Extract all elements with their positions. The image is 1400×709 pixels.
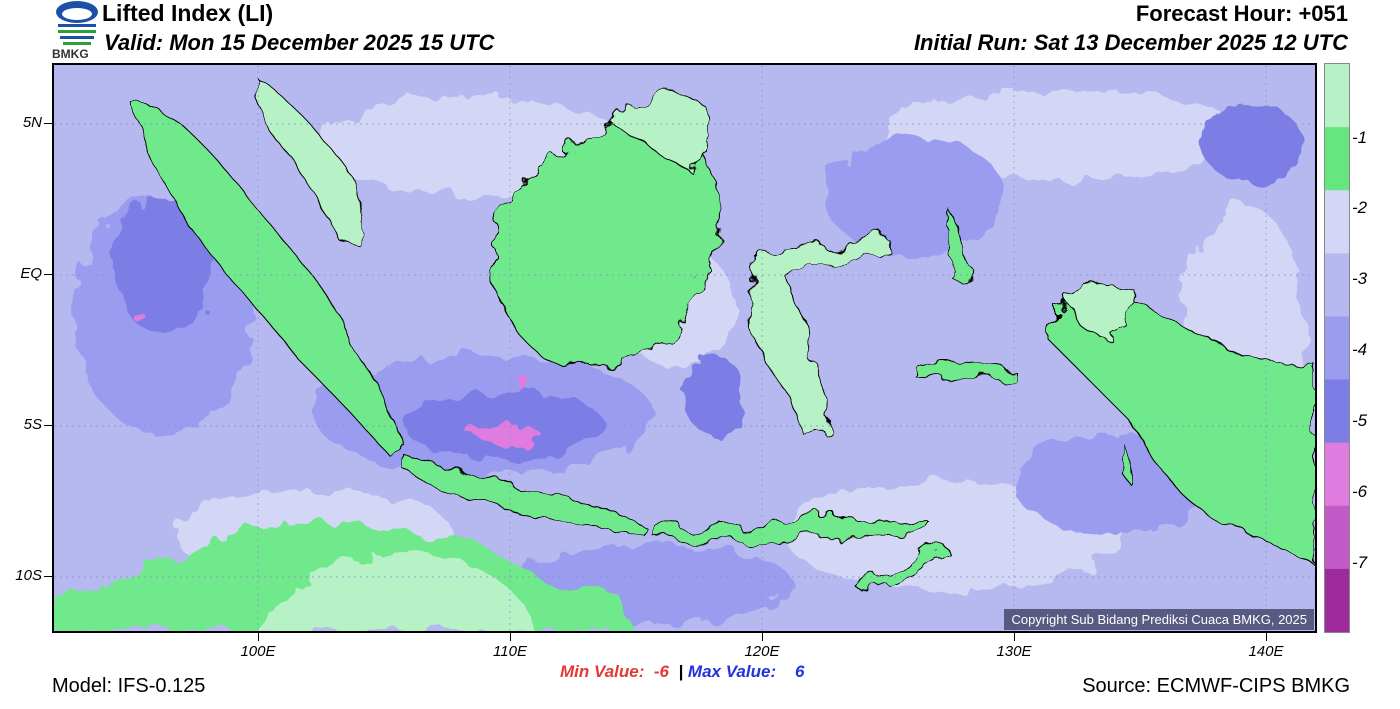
lat-label-eq: EQ: [20, 265, 42, 282]
dark-region: [114, 195, 214, 335]
logo-text: BMKG: [52, 47, 89, 61]
new-guinea-bird-head: [1063, 282, 1136, 341]
sumatra: [133, 104, 405, 451]
legend-label: -3: [1352, 269, 1368, 288]
max-label: Max Value:: [687, 662, 777, 681]
dark-region: [1204, 105, 1304, 185]
source-info: Source: ECMWF-CIPS BMKG: [1082, 675, 1350, 697]
lon-tick: [258, 633, 259, 641]
lat-label-5s: 5S: [23, 416, 42, 433]
lon-label-120e: 120E: [744, 643, 780, 660]
legend-segment: [1325, 505, 1349, 570]
legend-bar: [1325, 64, 1349, 633]
borneo-north: [613, 94, 709, 176]
legend-label: -7: [1352, 553, 1368, 572]
borneo: [493, 116, 719, 368]
lat-tick: [44, 123, 52, 124]
forecast-hour: Forecast Hour: +051: [1135, 1, 1348, 26]
legend-segment: [1325, 316, 1349, 381]
initial-run: Initial Run: Sat 13 December 2025 12 UTC: [913, 30, 1348, 55]
minmax-separator: |: [678, 662, 684, 681]
halmahera: [948, 213, 969, 286]
lat-tick: [44, 425, 52, 426]
lon-label-110e: 110E: [493, 643, 527, 660]
aru-islands: [1118, 443, 1130, 481]
legend-label: -6: [1352, 482, 1368, 501]
java: [403, 454, 645, 536]
lon-tick: [762, 633, 763, 641]
copyright-note: Copyright Sub Bidang Prediksi Cuaca BMKG…: [1004, 609, 1314, 630]
legend-segment: [1325, 253, 1349, 317]
lon-tick: [1266, 633, 1267, 641]
lon-label-100e: 100E: [240, 643, 276, 660]
min-max-readout: Min Value: -6 | Max Value: 6: [560, 662, 804, 682]
legend-segment: [1325, 127, 1349, 191]
dark-region: [684, 355, 744, 435]
legend-segment: [1325, 442, 1349, 507]
legend-label: -4: [1352, 340, 1368, 359]
bmkg-emblem-icon: [56, 1, 98, 45]
sulawesi: [748, 234, 890, 436]
graticule: [54, 65, 1315, 631]
new-guinea: [1053, 296, 1315, 566]
min-value: -6: [653, 662, 669, 681]
legend-label: -1: [1352, 128, 1368, 147]
legend-label: -2: [1352, 198, 1368, 217]
map-canvas: [54, 65, 1315, 631]
model-info: Model: IFS-0.125: [52, 675, 206, 697]
seram: [913, 362, 1015, 381]
bmkg-logo: [52, 0, 102, 62]
lon-tick: [1014, 633, 1015, 641]
color-legend: [1324, 63, 1350, 633]
mid-region: [824, 135, 1004, 255]
land-masses: [133, 74, 1315, 594]
lon-tick: [510, 633, 511, 641]
timor: [853, 544, 950, 594]
lat-tick: [44, 576, 52, 577]
min-label: Min Value:: [560, 662, 645, 681]
lat-label-10s: 10S: [15, 567, 42, 584]
lifted-index-map: [52, 63, 1317, 633]
pink-cell: [519, 375, 529, 391]
lat-tick: [44, 274, 52, 275]
legend-segment: [1325, 190, 1349, 254]
lat-label-5n: 5N: [22, 114, 42, 131]
lon-label-130e: 130E: [996, 643, 1032, 660]
malay-peninsula: [253, 74, 362, 246]
lon-label-140e: 140E: [1248, 643, 1284, 660]
pink-cell: [468, 425, 540, 441]
legend-segment: [1325, 64, 1349, 128]
legend-segment: [1325, 379, 1349, 444]
lesser-sunda: [653, 517, 935, 543]
light-green-ocean-region: [254, 552, 534, 631]
legend-label: -5: [1352, 411, 1368, 430]
max-value: 6: [795, 662, 805, 681]
legend-segment: [1325, 568, 1349, 633]
valid-time: Valid: Mon 15 December 2025 15 UTC: [104, 30, 495, 55]
pink-cell: [131, 310, 143, 320]
map-title: Lifted Index (LI): [102, 0, 274, 26]
